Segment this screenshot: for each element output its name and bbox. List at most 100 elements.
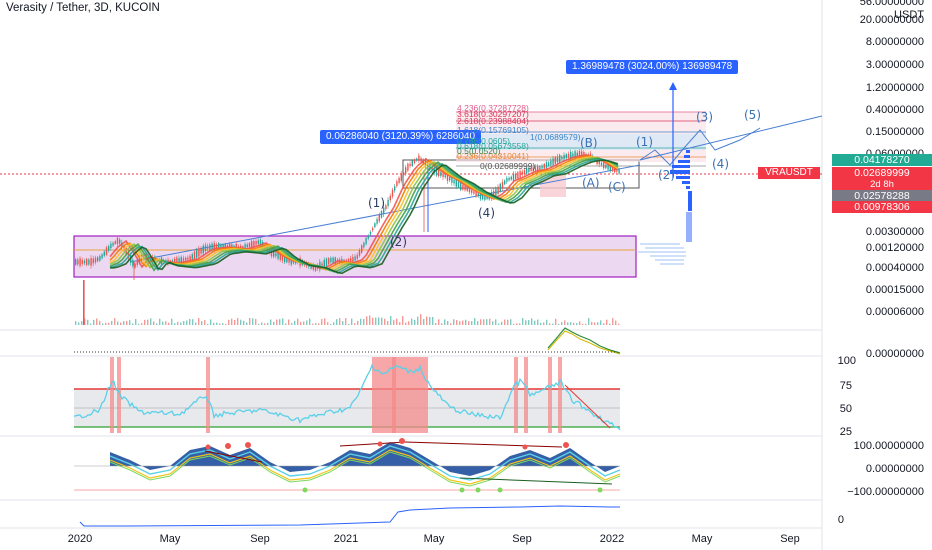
volume-bar — [414, 319, 416, 325]
candle-body — [495, 188, 497, 197]
volume-bar — [135, 319, 137, 325]
rsi-tick: 50 — [839, 403, 852, 415]
candle-body — [400, 173, 402, 182]
moving-average-line — [109, 154, 619, 270]
candle-body — [321, 263, 323, 266]
volume-bar — [495, 319, 497, 325]
candle-body — [101, 254, 103, 259]
volume-bar — [159, 318, 161, 325]
candle-body — [178, 258, 180, 263]
candle-body — [288, 258, 290, 263]
volume-bar — [321, 319, 323, 325]
candle-body — [218, 243, 220, 250]
volume-bar — [543, 322, 545, 325]
volume-bar — [345, 318, 347, 325]
candle-body — [246, 244, 248, 248]
candle-body — [576, 152, 578, 156]
candle-body — [374, 223, 376, 228]
candle-body — [215, 244, 218, 249]
volume-bar — [411, 318, 413, 325]
volume-bar — [504, 319, 506, 325]
wave-label: (2) — [658, 168, 675, 182]
divergence-line — [339, 441, 406, 447]
candle-body — [242, 246, 244, 249]
volume-bar — [507, 319, 509, 325]
candle-body — [418, 155, 420, 161]
volume-bar — [519, 323, 521, 325]
volume-bar — [384, 318, 386, 325]
volume-bar — [315, 323, 317, 325]
volume-bar — [156, 323, 158, 325]
candle-body — [501, 182, 504, 188]
candle-body — [598, 160, 600, 165]
price-tick: 0.40000000 — [865, 104, 924, 116]
volume-bar — [486, 319, 488, 325]
candle-body — [224, 243, 226, 250]
candle-body — [97, 257, 99, 262]
volume-bar — [453, 319, 455, 325]
volume-bar — [210, 319, 212, 325]
volume-bar — [546, 319, 548, 325]
candle-body — [479, 191, 482, 200]
volume-bar — [402, 315, 404, 325]
candle-body — [499, 183, 501, 192]
wave-label: (1) — [368, 196, 385, 210]
price-tag-gray: 0.02578288 — [832, 190, 932, 202]
candle-body — [440, 172, 442, 177]
moving-average-ribbon — [109, 154, 619, 275]
candle-body — [110, 243, 112, 249]
volume-bars — [75, 280, 620, 325]
candle-body — [323, 259, 325, 267]
volume-bar — [177, 321, 179, 325]
volume-bar — [93, 319, 95, 325]
candle-body — [605, 164, 607, 169]
volume-bar — [459, 321, 461, 325]
volume-bar — [492, 321, 494, 325]
wave-label: (4) — [712, 157, 729, 171]
candle-body — [600, 162, 603, 166]
volume-bar — [330, 323, 332, 325]
volume-bar — [270, 319, 272, 325]
candle-body — [376, 219, 378, 224]
candle-body — [189, 255, 191, 261]
time-label: May — [159, 533, 181, 545]
candle-body — [279, 254, 281, 260]
candle-body — [330, 257, 332, 263]
volume-bar — [114, 318, 116, 325]
move-measure-box[interactable]: 0.06286040 (3120.39%) 6286040 — [320, 130, 482, 144]
candle-body — [220, 244, 222, 248]
volume-bar — [291, 323, 293, 325]
candle-body — [473, 191, 475, 194]
rsi-tick: 25 — [839, 426, 852, 438]
candle-body — [537, 166, 539, 171]
candle-body — [350, 258, 352, 263]
candle-body — [286, 258, 288, 263]
volume-bar — [576, 323, 578, 325]
volume-bar — [405, 322, 407, 325]
projection-measure-box[interactable]: 1.36989478 (3024.00%) 136989478 — [566, 60, 739, 74]
candle-body — [378, 214, 380, 222]
price-tick: 20.00000000 — [859, 14, 924, 26]
candle-body — [519, 170, 521, 178]
candle-body — [471, 190, 473, 193]
candle-body — [413, 159, 416, 163]
volume-bar — [366, 316, 368, 325]
candle-body — [517, 172, 519, 179]
candle-body — [79, 258, 81, 266]
volume-bar — [207, 323, 209, 325]
volume-bar — [105, 322, 107, 325]
volume-bar — [474, 318, 476, 325]
volume-bar — [192, 319, 194, 325]
candle-body — [457, 181, 460, 188]
candle-body — [94, 257, 97, 263]
fib-label: 0(0.02689999) — [480, 161, 536, 171]
candle-body — [607, 164, 609, 170]
volume-bar — [219, 323, 221, 325]
fib-label: 0.5(0.0520) — [457, 146, 501, 156]
volume-bar — [375, 317, 377, 325]
volume-bar — [180, 322, 182, 325]
candle-body — [431, 166, 433, 171]
candle-body — [365, 238, 367, 245]
